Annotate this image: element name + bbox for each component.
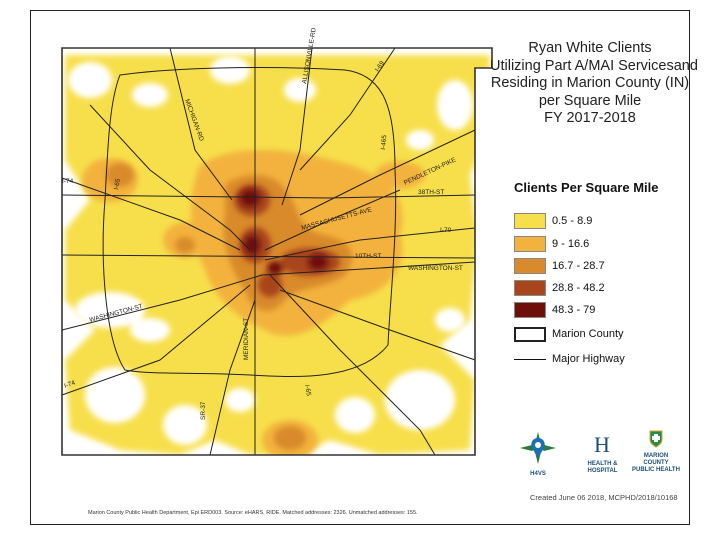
pendleton-pike-line (299, 129, 476, 216)
legend-label: 48.3 - 79 (552, 304, 596, 316)
legend-item-class-1: 0.5 - 8.9 (514, 212, 592, 230)
road-label: I-70 (440, 227, 452, 234)
i-65-nw-line (89, 104, 251, 251)
title-line: Ryan White Clients (528, 40, 652, 56)
road-label: I-465 (380, 134, 388, 150)
map-title: Ryan White Clients Utilizing Part A/MAI … (490, 40, 698, 128)
legend-title: Clients Per Square Mile (514, 180, 659, 195)
road-label: I-65 (303, 384, 312, 397)
legend-label: 28.8 - 48.2 (552, 282, 605, 294)
hhc-logo: H HEALTH & HOSPITAL (575, 432, 630, 475)
h4vs-logo-text: H4VS (530, 471, 546, 477)
allisonville-rd-line (281, 47, 313, 206)
legend-swatch (514, 280, 546, 296)
road-label: 38TH-ST (418, 189, 444, 196)
h4vs-logo: H4VS (518, 430, 558, 478)
compass-pin-icon (520, 432, 556, 464)
created-note: Created June 06 2018, MCPHD/2018/10168 (530, 493, 678, 502)
road-label: SR-37 (200, 401, 207, 420)
i-70-sw-line (61, 284, 251, 396)
i-65-se-line (269, 274, 436, 456)
i-70-line (264, 227, 476, 261)
road-label: I-74 (63, 379, 76, 390)
legend-highway-swatch (514, 358, 546, 360)
major-highways (61, 47, 476, 456)
mcphd-logo-text: MARION COUNTY PUBLIC HEALTH (632, 453, 680, 473)
low-density-areas (68, 56, 473, 445)
density-layer (62, 48, 492, 455)
i-74-se-line (279, 289, 476, 361)
sr-37-line (209, 299, 256, 456)
legend-label: 0.5 - 8.9 (552, 215, 593, 227)
marion-county-outline (61, 47, 493, 456)
svg-text:H: H (594, 432, 610, 456)
source-note: Marion County Public Health Department, … (88, 510, 418, 516)
title-line: Residing in Marion County (IN) (490, 75, 690, 91)
michigan-rd-line (169, 47, 233, 201)
legend-item-class-5: 48.3 - 79 (514, 301, 595, 319)
legend-swatch (514, 236, 546, 252)
38th-st-line (61, 194, 476, 199)
hhc-logo-text: HEALTH & HOSPITAL (587, 461, 618, 474)
title-line: Utilizing Part A/MAI Servicesand (490, 57, 698, 74)
legend-item-class-3: 16.7 - 28.7 (514, 257, 605, 275)
legend-label: Major Highway (552, 353, 625, 365)
road-label: I-65 (113, 178, 122, 191)
legend-label: 16.7 - 28.7 (552, 260, 605, 272)
legend-county-swatch (514, 326, 546, 342)
legend-swatch (514, 213, 546, 229)
mcphd-logo: MARION COUNTY PUBLIC HEALTH (632, 430, 680, 474)
road-label: WASHINGTON-ST (408, 265, 463, 272)
washington-st-line (61, 261, 476, 331)
legend-item-highway: Major Highway (514, 350, 625, 368)
legend-label: Marion County (552, 328, 624, 340)
legend-item-county: Marion County (514, 325, 624, 343)
road-label: 10TH-ST (355, 253, 381, 260)
legend-item-class-2: 9 - 16.6 (514, 235, 589, 253)
legend-swatch (514, 302, 546, 318)
legend-item-class-4: 28.8 - 48.2 (514, 279, 605, 297)
legend-label: 9 - 16.6 (552, 238, 590, 250)
i-74-w-line (61, 177, 241, 251)
legend-swatch (514, 258, 546, 274)
i-69-line (299, 47, 396, 171)
road-label: I-74 (62, 178, 74, 185)
i-465-loop (102, 67, 397, 377)
title-line: FY 2017-2018 (544, 110, 636, 126)
title-line: per Square Mile (538, 92, 642, 109)
massachusetts-ave-line (264, 189, 401, 251)
road-label: MERIDIAN-ST (243, 318, 250, 360)
hhc-h-icon: H (594, 432, 610, 457)
shield-icon (649, 430, 663, 448)
10th-st-line (61, 254, 476, 259)
